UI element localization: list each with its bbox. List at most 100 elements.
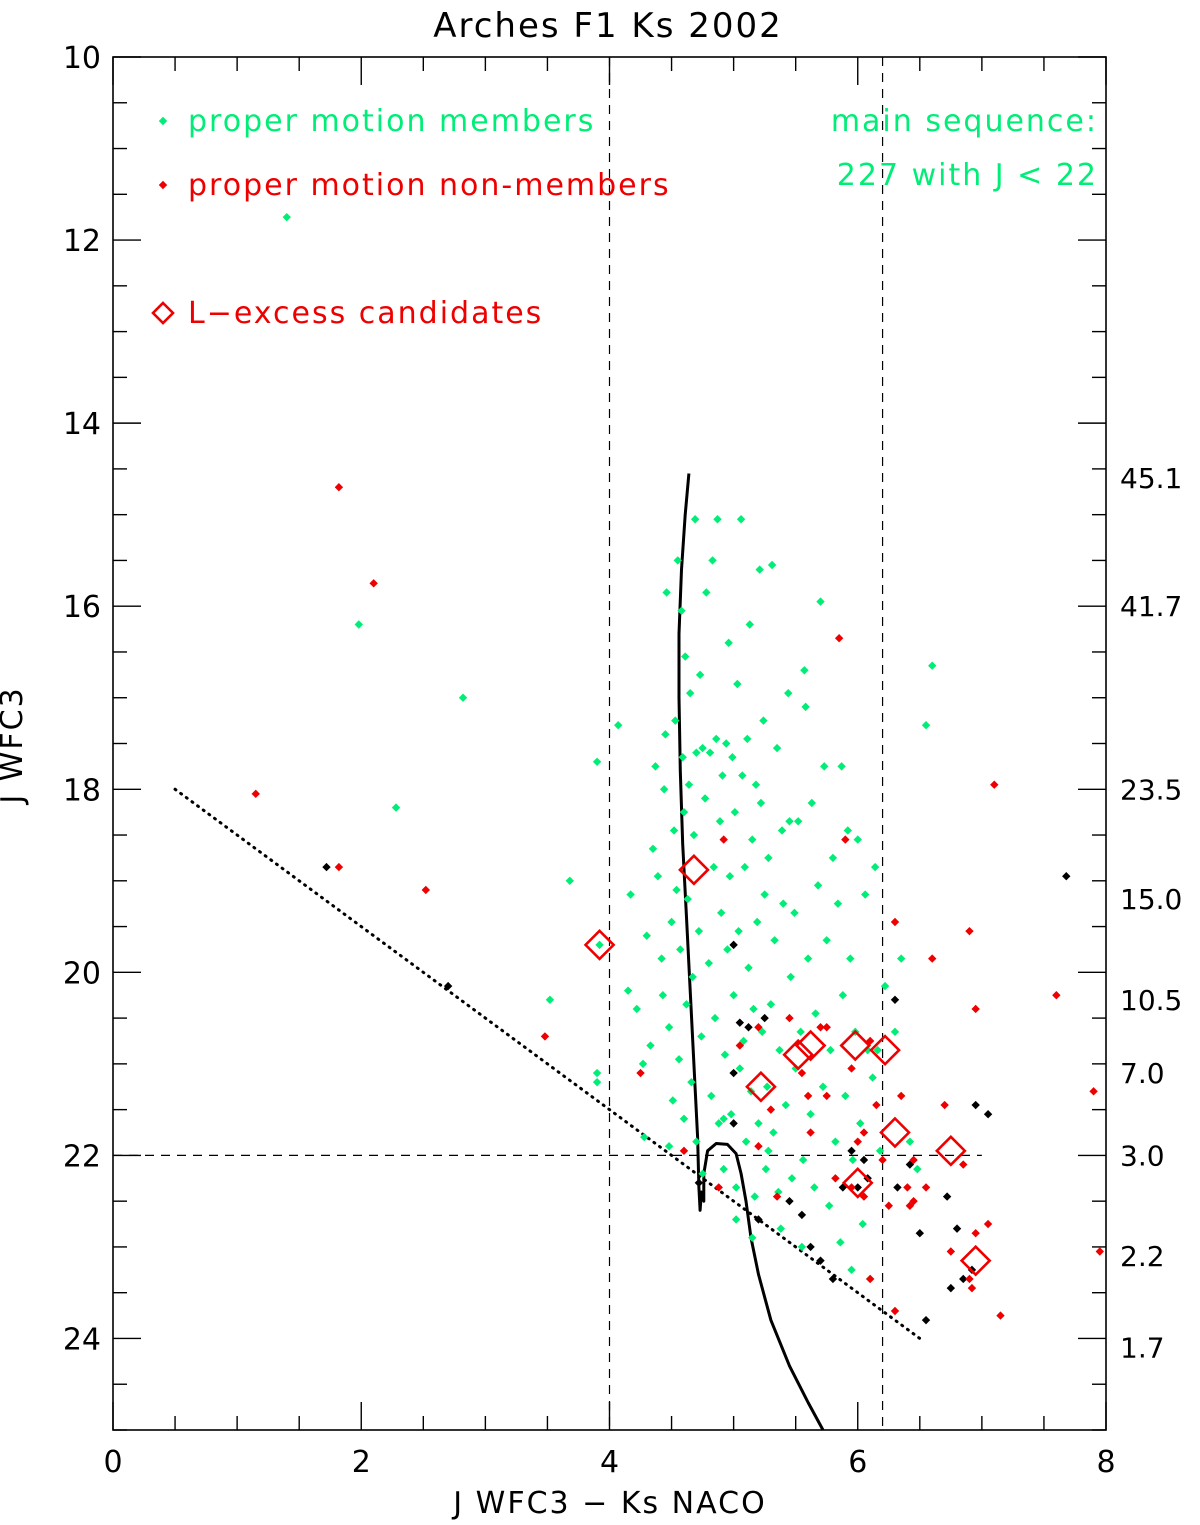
data-point [816,1023,825,1032]
data-point [841,1091,850,1101]
mass-label: 2.2 [1120,1240,1165,1273]
data-point [967,1283,977,1293]
l-excess-markers [583,853,992,1277]
y-tick-label: 20 [63,956,101,991]
data-point [847,1265,856,1275]
data-point [990,780,999,789]
data-point [834,634,844,643]
x-tick-label: 2 [352,1445,371,1480]
data-point [853,1183,862,1192]
data-point [903,1183,912,1192]
data-point [836,1238,845,1247]
data-point [996,1311,1005,1320]
data-point [661,730,670,739]
data-point [772,743,782,753]
data-point [687,1077,696,1087]
data-point [865,1036,875,1046]
data-point [705,748,715,757]
data-point [928,661,937,670]
data-point [595,940,604,950]
data-point [847,1064,856,1073]
data-point [671,716,680,725]
data-point [971,1229,980,1238]
data-point [790,908,799,918]
data-point [692,1137,701,1146]
data-point [853,835,862,844]
data-point [690,515,700,524]
data-point [694,1178,704,1188]
legend-label: proper motion members [188,104,595,139]
data-point [762,1082,772,1091]
data-point [774,1187,783,1197]
data-point [811,1009,820,1018]
data-point [592,757,602,767]
data-point [679,1114,689,1123]
y-tick-label: 12 [63,224,101,259]
data-point [833,899,843,908]
data-point [759,716,768,725]
mass-label: 7.0 [1120,1057,1165,1090]
data-point [870,862,880,872]
data-point [946,1283,956,1293]
x-tick-label: 8 [1096,1445,1115,1480]
data-point [822,1091,831,1101]
data-point [754,1023,763,1032]
data-point [896,1091,906,1101]
data-point [905,1160,915,1169]
mass-label: 10.5 [1120,984,1182,1017]
data-point [837,762,846,771]
data-point [718,771,727,780]
data-point [785,1013,794,1023]
legend-diamond-icon [158,180,168,190]
data-point [761,1164,771,1174]
data-point [714,1119,723,1128]
data-point [669,826,679,835]
data-point [282,212,291,222]
data-point [868,1073,877,1082]
data-point [735,1064,745,1073]
data-point [853,1137,862,1146]
l-excess-marker [794,1029,827,1062]
data-point [760,890,769,899]
data-point [800,666,809,675]
data-point [838,991,848,1000]
data-point [735,1041,745,1050]
data-point [810,1183,819,1192]
data-point [681,652,690,661]
data-point [674,1055,684,1064]
l-excess-marker [745,1070,777,1103]
data-point [743,734,752,744]
data-point [354,620,363,629]
data-point [626,890,635,899]
data-point [793,817,803,826]
data-point [921,1315,931,1325]
data-point [679,807,689,817]
data-point [822,936,831,945]
l-excess-marker [959,1244,992,1277]
data-point [728,753,737,762]
data-point [695,670,705,680]
model-curves [677,473,825,1431]
data-point [698,1169,707,1178]
data-point [843,826,853,835]
data-point [797,1068,807,1078]
data-point [720,1050,730,1059]
mass-label: 1.7 [1120,1332,1165,1365]
data-point [875,1146,885,1156]
data-point [828,853,838,863]
data-point [909,1196,918,1206]
data-point [726,1110,736,1119]
data-point [749,1004,758,1014]
data-point [893,1183,902,1192]
x-tick-label: 6 [848,1445,867,1480]
legend-label: proper motion non-members [188,168,671,203]
data-point [848,1155,857,1165]
data-point [677,606,686,615]
data-point [940,1100,949,1110]
data-point [731,1215,741,1224]
data-point [905,1137,915,1146]
data-point [859,1192,869,1201]
data-point [658,991,668,1000]
data-point [777,826,787,835]
data-point [873,1045,882,1055]
